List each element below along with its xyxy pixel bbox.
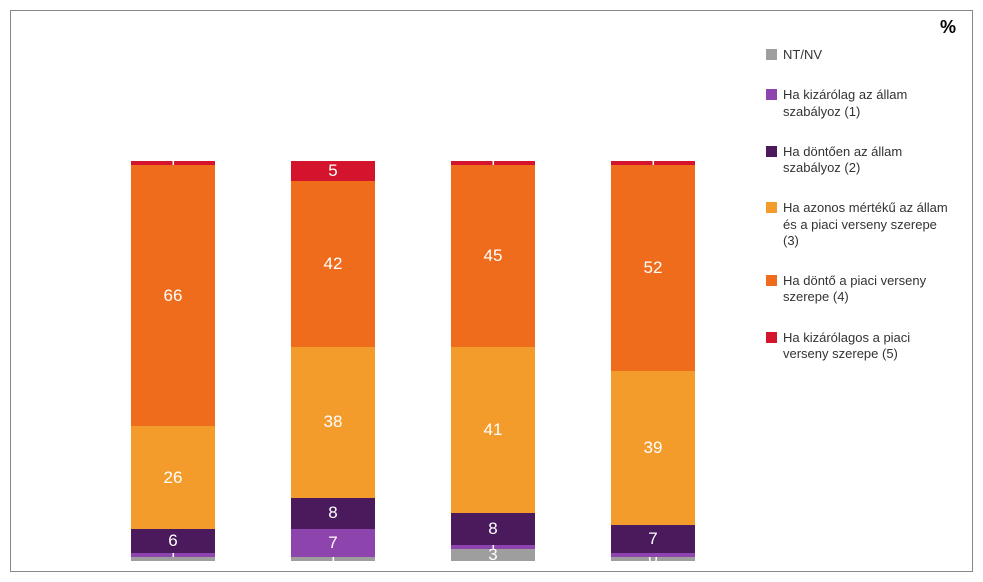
bar-segment: 8 bbox=[291, 498, 375, 530]
bar-segment: 1 bbox=[291, 557, 375, 561]
bar-segment: 7 bbox=[291, 529, 375, 557]
bar-value-label: 41 bbox=[484, 420, 503, 440]
bar-segment: 42 bbox=[291, 181, 375, 347]
legend-label: Ha kizárólagos a piaci verseny szerepe (… bbox=[783, 330, 956, 363]
bar-value-label: 6 bbox=[168, 531, 177, 551]
bar-segment: 52 bbox=[611, 165, 695, 371]
plot-area: 162666117838425318414510739521 bbox=[101, 161, 741, 561]
legend-swatch bbox=[766, 202, 777, 213]
bar-segment: 41 bbox=[451, 347, 535, 513]
bar-segment: 66 bbox=[131, 165, 215, 426]
bar-segment: 0 bbox=[611, 557, 695, 561]
legend-item: Ha azonos mértékű az állam és a piaci ve… bbox=[766, 200, 956, 249]
bar: 0739521 bbox=[611, 161, 695, 561]
bar-value-label: 0 bbox=[648, 557, 657, 561]
legend-label: Ha döntően az állam szabályoz (2) bbox=[783, 144, 956, 177]
bar-segment: 7 bbox=[611, 525, 695, 553]
legend-item: NT/NV bbox=[766, 47, 956, 63]
legend-item: Ha kizárólagos a piaci verseny szerepe (… bbox=[766, 330, 956, 363]
legend-item: Ha kizárólag az állam szabályoz (1) bbox=[766, 87, 956, 120]
bar-value-label: 39 bbox=[644, 438, 663, 458]
legend-label: NT/NV bbox=[783, 47, 822, 63]
legend-label: Ha azonos mértékű az állam és a piaci ve… bbox=[783, 200, 956, 249]
bar-segment bbox=[131, 557, 215, 561]
bar-value-label: 1 bbox=[328, 557, 337, 561]
legend-swatch bbox=[766, 49, 777, 60]
bar: 1626661 bbox=[131, 161, 215, 561]
bar-value-label: 66 bbox=[164, 286, 183, 306]
unit-label: % bbox=[940, 17, 956, 38]
bar-segment: 45 bbox=[451, 165, 535, 347]
legend-item: Ha döntően az állam szabályoz (2) bbox=[766, 144, 956, 177]
legend: NT/NV Ha kizárólag az állam szabályoz (1)… bbox=[766, 47, 956, 386]
bar-value-label: 8 bbox=[488, 519, 497, 539]
bar-segment: 26 bbox=[131, 426, 215, 529]
bar-segment: 39 bbox=[611, 371, 695, 525]
legend-label: Ha döntő a piaci verseny szerepe (4) bbox=[783, 273, 956, 306]
bar-value-label: 38 bbox=[324, 412, 343, 432]
bar-value-label: 8 bbox=[328, 503, 337, 523]
legend-label: Ha kizárólag az állam szabályoz (1) bbox=[783, 87, 956, 120]
bar-value-label: 5 bbox=[328, 161, 337, 181]
bar-value-label: 52 bbox=[644, 258, 663, 278]
bar: 1 7 8 38 42 5 bbox=[291, 161, 375, 561]
bar-value-label: 42 bbox=[324, 254, 343, 274]
bar-segment: 8 bbox=[451, 513, 535, 545]
bar-segment: 5 bbox=[291, 161, 375, 181]
legend-swatch bbox=[766, 332, 777, 343]
bar-value-label: 45 bbox=[484, 246, 503, 266]
bar-segment: 38 bbox=[291, 347, 375, 497]
legend-swatch bbox=[766, 146, 777, 157]
legend-item: Ha döntő a piaci verseny szerepe (4) bbox=[766, 273, 956, 306]
bar-segment: 3 bbox=[451, 549, 535, 561]
chart-container: % NT/NV Ha kizárólag az állam szabályoz (… bbox=[10, 10, 973, 572]
bar-segment: 6 bbox=[131, 529, 215, 553]
bar-value-label: 7 bbox=[648, 529, 657, 549]
bar-value-label: 26 bbox=[164, 468, 183, 488]
bar-value-label: 7 bbox=[328, 533, 337, 553]
bar-value-label: 3 bbox=[488, 549, 497, 561]
legend-swatch bbox=[766, 89, 777, 100]
bar: 31841451 bbox=[451, 161, 535, 561]
legend-swatch bbox=[766, 275, 777, 286]
